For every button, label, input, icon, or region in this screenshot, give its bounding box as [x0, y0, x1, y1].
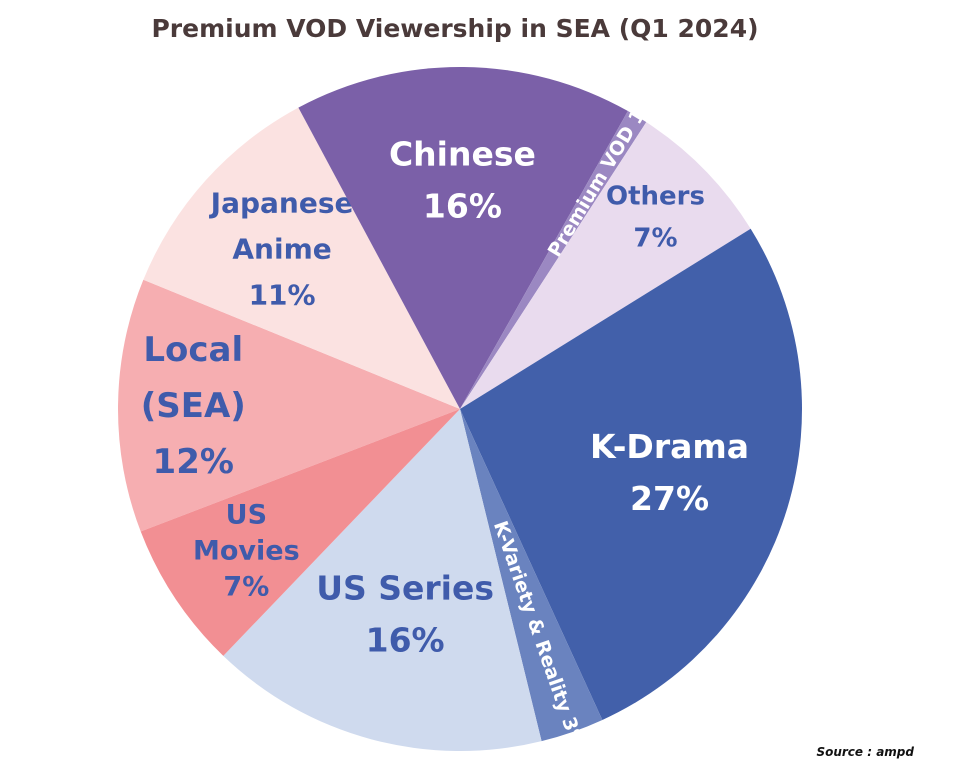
slice-premium-vod: [460, 111, 647, 410]
slice-local-sea: [118, 279, 460, 532]
slice-label-line: US: [226, 499, 267, 530]
chart-title: Premium VOD Viewership in SEA (Q1 2024): [151, 14, 759, 43]
slice-label-line: K-Drama: [590, 427, 749, 466]
slice-japanese-anime: [143, 107, 460, 409]
slice-label-line: Anime: [232, 232, 331, 265]
slice-k-variety-reality: [460, 409, 603, 742]
slice-label-line: 7%: [223, 571, 269, 602]
slice-label-japanese-anime: Japanese Anime 11%: [209, 186, 354, 311]
slice-label-line: (SEA): [141, 386, 246, 426]
slice-label-line: 11%: [249, 278, 316, 311]
slice-chinese: [298, 66, 628, 409]
slice-label-line: 27%: [630, 479, 709, 518]
slice-label-chinese: Chinese 16%: [389, 134, 536, 225]
source-note: Source : ampd: [816, 745, 914, 759]
slice-label-line: Others: [606, 182, 705, 212]
slice-us-movies: [140, 409, 460, 656]
slice-label-line: US Series: [316, 568, 494, 607]
slice-label-line: Japanese: [209, 186, 354, 219]
slice-label-local-sea: Local (SEA) 12%: [141, 330, 246, 482]
slice-label-us-movies: US Movies 7%: [193, 499, 300, 602]
slice-label-line: Movies: [193, 535, 300, 566]
slice-label-line: Chinese: [389, 134, 536, 173]
slice-label-line: 16%: [366, 620, 445, 659]
slice-label-line: 16%: [423, 186, 502, 225]
slice-label-line: Local: [143, 330, 243, 370]
slice-label-line: 12%: [153, 442, 234, 482]
slice-label-line: 7%: [633, 224, 677, 254]
slice-label-k-drama: K-Drama 27%: [590, 427, 749, 518]
slice-label-us-series: US Series 16%: [316, 568, 494, 659]
slice-us-series: [223, 409, 542, 751]
slice-label-others: Others 7%: [606, 182, 705, 254]
slice-k-drama: [460, 228, 803, 720]
slice-others: [460, 122, 751, 409]
